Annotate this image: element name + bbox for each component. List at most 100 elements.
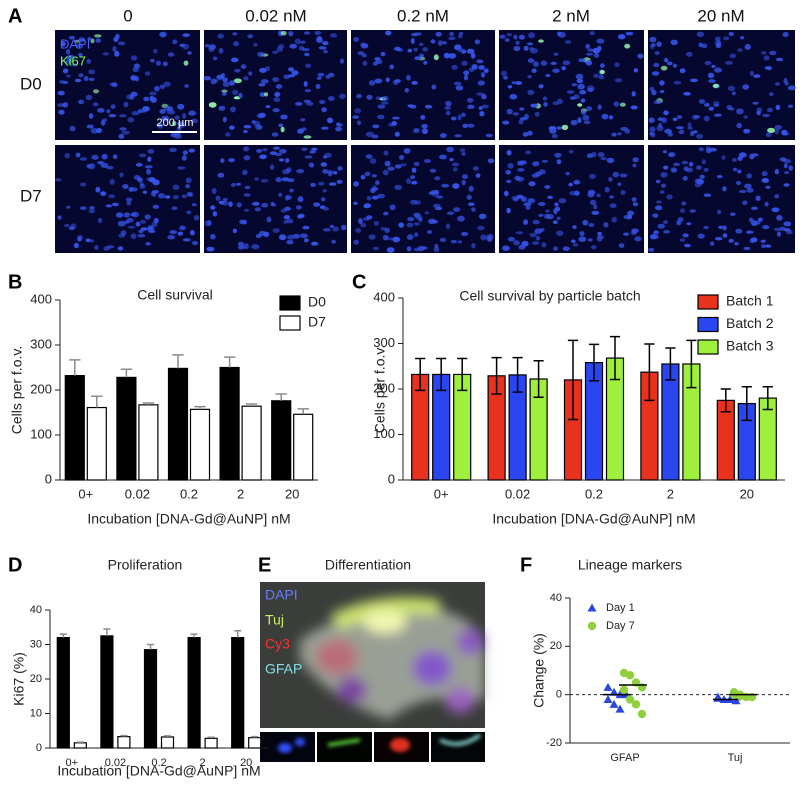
nucleus	[144, 165, 153, 169]
nucleus	[679, 68, 686, 74]
nucleus	[550, 61, 557, 65]
x-tick-label: 20	[240, 757, 252, 769]
nucleus	[457, 47, 464, 53]
nucleus	[131, 211, 140, 218]
nucleus	[66, 205, 71, 209]
nucleus	[300, 118, 306, 122]
nucleus	[527, 75, 532, 79]
nucleus	[383, 150, 389, 156]
nucleus	[410, 38, 415, 44]
nucleus	[420, 115, 426, 120]
nucleus	[590, 245, 597, 250]
nucleus	[217, 172, 225, 178]
nucleus	[115, 212, 124, 218]
nucleus	[545, 209, 550, 213]
y-tick-label: 100	[30, 426, 52, 441]
stain-label: Ki67	[60, 53, 86, 68]
nucleus	[430, 39, 436, 44]
nucleus	[603, 222, 609, 228]
nucleus	[728, 238, 734, 243]
nucleus	[310, 182, 316, 187]
nucleus	[272, 228, 280, 233]
nucleus	[466, 48, 475, 54]
nucleus	[276, 46, 283, 52]
nucleus	[711, 64, 716, 69]
nucleus	[145, 241, 150, 246]
nucleus	[577, 117, 582, 124]
nucleus	[506, 32, 512, 37]
nucleus	[54, 178, 62, 182]
stain-label: GFAP	[265, 661, 302, 677]
nucleus	[112, 46, 117, 52]
y-tick-label: 20	[550, 640, 562, 652]
nucleus	[568, 182, 573, 187]
nucleus	[255, 124, 262, 130]
nucleus	[159, 31, 167, 38]
nucleus	[255, 233, 262, 239]
nucleus	[409, 104, 417, 109]
nucleus	[218, 48, 224, 54]
bar	[758, 397, 777, 481]
nucleus	[776, 214, 783, 221]
nucleus	[574, 190, 580, 196]
nucleus	[158, 193, 166, 199]
nucleus	[177, 103, 185, 110]
nucleus	[287, 234, 295, 240]
nucleus	[272, 108, 280, 113]
nucleus	[451, 64, 458, 70]
nucleus	[737, 48, 743, 52]
nucleus	[434, 243, 439, 249]
nucleus	[313, 202, 321, 207]
nucleus	[354, 108, 362, 114]
nucleus	[239, 219, 245, 225]
nucleus	[527, 58, 535, 63]
x-tick-label: 0.2	[151, 757, 166, 769]
nucleus	[289, 43, 298, 49]
nucleus	[394, 164, 402, 169]
nucleus	[279, 148, 287, 154]
nucleus	[742, 200, 748, 206]
nucleus	[283, 74, 291, 80]
chart-title: Lineage markers	[578, 557, 682, 573]
nucleus	[703, 115, 710, 122]
nucleus	[427, 230, 432, 234]
nucleus	[222, 81, 230, 87]
nucleus	[652, 213, 659, 218]
nucleus	[91, 154, 99, 160]
nucleus	[554, 206, 561, 212]
nucleus	[273, 146, 280, 150]
nucleus	[285, 158, 290, 163]
nucleus	[182, 112, 187, 119]
nucleus	[734, 242, 739, 246]
nucleus	[676, 220, 682, 226]
nucleus	[576, 78, 584, 84]
nucleus	[191, 203, 197, 207]
nucleus	[316, 37, 323, 44]
nucleus	[130, 55, 138, 61]
nucleus	[79, 206, 87, 211]
nucleus	[177, 121, 184, 126]
nucleus	[143, 96, 150, 102]
nucleus	[527, 130, 533, 136]
chart-f: F Lineage markers Change (%) -20 0 20 40 GFAP Tu…	[520, 554, 790, 764]
chart-title: Cell survival by particle batch	[459, 288, 640, 304]
nucleus	[228, 201, 233, 207]
nucleus	[304, 52, 310, 57]
nucleus	[663, 165, 669, 170]
bar	[231, 636, 245, 749]
nucleus	[329, 33, 338, 38]
nucleus	[776, 231, 782, 237]
nucleus	[86, 58, 92, 64]
nucleus	[513, 240, 520, 246]
nucleus	[698, 99, 706, 104]
nucleus	[571, 83, 578, 87]
nucleus	[273, 97, 281, 102]
nucleus	[398, 222, 405, 228]
nucleus	[454, 134, 462, 138]
nucleus	[243, 208, 250, 212]
nucleus	[686, 51, 693, 57]
nucleus	[698, 147, 704, 152]
bar	[167, 367, 189, 481]
nucleus	[259, 92, 266, 97]
nucleus	[106, 245, 115, 249]
